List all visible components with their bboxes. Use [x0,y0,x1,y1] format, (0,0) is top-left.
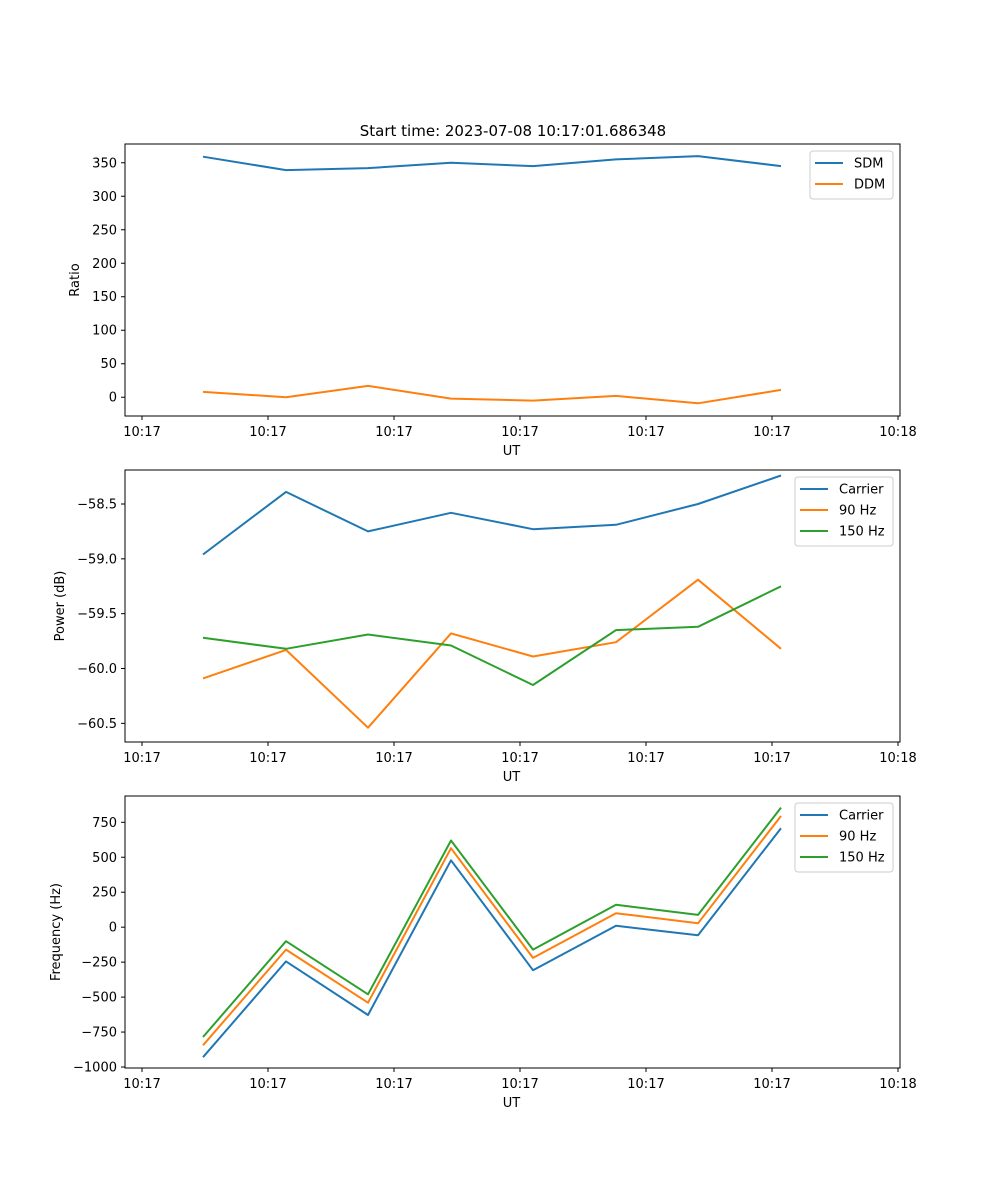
y-tick-label: −60.0 [77,662,117,677]
x-tick-label: 10:17 [249,751,286,766]
y-axis-label: Ratio [68,263,83,296]
legend-label: 90 Hz [839,830,876,845]
y-tick-label: 250 [92,886,117,901]
x-tick-label: 10:17 [753,1077,790,1092]
x-axis-label: UT [503,1096,521,1111]
chart-title: Start time: 2023-07-08 10:17:01.686348 [360,122,666,140]
y-tick-label: 300 [92,190,117,205]
x-tick-label: 10:17 [249,1077,286,1092]
y-tick-label: 0 [109,391,117,406]
axes-frame [124,469,901,743]
y-axis-label: Power (dB) [53,571,68,642]
x-tick-label: 10:17 [627,425,664,440]
legend-label: 90 Hz [839,504,876,519]
y-tick-label: 350 [92,156,117,171]
series-line-90-hz [202,578,782,729]
y-tick-label: 50 [100,357,117,372]
series-line-carrier [202,474,782,556]
legend: Carrier 90 Hz 150 Hz [794,802,894,873]
x-tick-label: 10:17 [375,751,412,766]
x-tick-label: 10:17 [501,425,538,440]
series-line-ddm [202,384,782,405]
y-tick-label: 250 [92,223,117,238]
legend-label: 150 Hz [839,525,885,540]
y-tick-label: 0 [109,921,117,936]
x-tick-label: 10:18 [879,751,916,766]
chart-panel-3: −1000 −750 −500 −250 0 250 500 750 10:17 10:17 10:… [49,795,917,1111]
y-tick-label: −60.5 [77,717,117,732]
y-tick-label: 150 [92,290,117,305]
axes-frame [124,143,901,417]
y-tick-label: 200 [92,257,117,272]
x-tick-label: 10:17 [753,425,790,440]
y-tick-label: 750 [92,816,117,831]
y-tick-label: −750 [81,1026,117,1041]
x-axis-label: UT [503,444,521,459]
series-line-90-hz [202,815,782,1046]
x-tick-label: 10:17 [627,1077,664,1092]
x-tick-label: 10:17 [501,751,538,766]
x-tick-label: 10:17 [123,1077,160,1092]
legend: Carrier 90 Hz 150 Hz [794,476,894,547]
chart-panel-2: −60.5 −60.0 −59.5 −59.0 −58.5 10:17 10:17 10:17… [53,469,917,785]
legend-label: 150 Hz [839,851,885,866]
x-axis-label: UT [503,770,521,785]
legend-label: SDM [854,157,883,172]
y-tick-label: 100 [92,324,117,339]
legend-box [794,476,894,547]
legend: SDM DDM [809,150,894,200]
x-tick-label: 10:17 [501,1077,538,1092]
x-tick-label: 10:17 [249,425,286,440]
x-tick-label: 10:17 [753,751,790,766]
x-tick-label: 10:17 [375,1077,412,1092]
series-line-150-hz [202,585,782,686]
series-line-150-hz [202,806,782,1038]
legend-label: Carrier [839,483,884,498]
legend-label: Carrier [839,809,884,824]
x-tick-label: 10:17 [123,425,160,440]
legend-box [794,802,894,873]
y-tick-label: −250 [81,956,117,971]
series-line-sdm [202,155,782,172]
y-axis-label: Frequency (Hz) [49,883,64,981]
y-tick-label: −1000 [73,1061,117,1076]
x-tick-label: 10:17 [627,751,664,766]
y-tick-label: 500 [92,851,117,866]
y-tick-label: −59.0 [77,552,117,567]
series-line-carrier [202,827,782,1058]
y-tick-label: −59.5 [77,607,117,622]
axes-frame [124,795,901,1069]
x-tick-label: 10:18 [879,425,916,440]
y-tick-label: −58.5 [77,498,117,513]
legend-label: DDM [854,178,885,193]
x-tick-label: 10:17 [375,425,412,440]
x-tick-label: 10:18 [879,1077,916,1092]
y-tick-label: −500 [81,991,117,1006]
x-tick-label: 10:17 [123,751,160,766]
chart-panel-1: 0 50 100 150 200 250 300 350 10:17 10:17 10:17 10:1… [68,143,917,459]
